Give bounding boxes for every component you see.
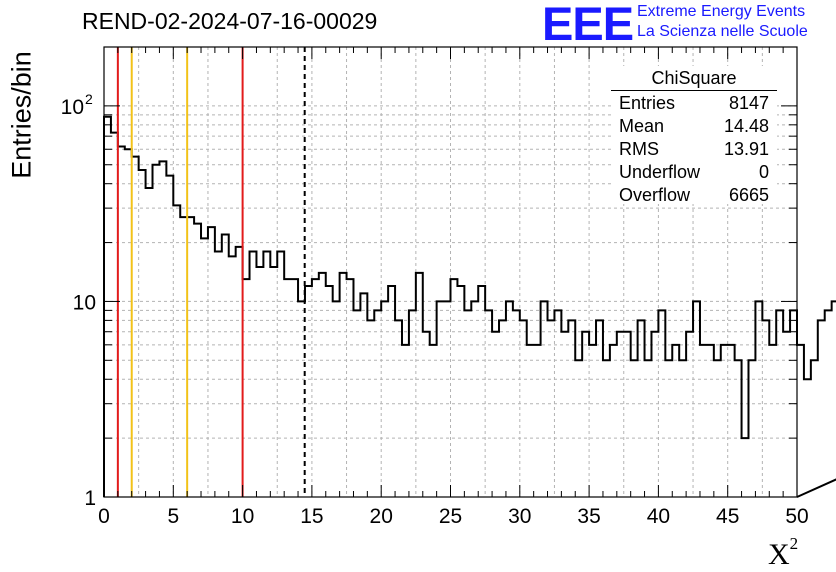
stats-value: 13.91	[723, 139, 769, 159]
stats-value: 0	[758, 162, 769, 182]
y-tick-label: 10	[73, 291, 96, 314]
x-tick-label: 20	[370, 505, 393, 528]
x-tick-label: 25	[439, 505, 462, 528]
stats-row-overflow: Overflow 6665	[619, 185, 769, 208]
x-tick-label: 40	[647, 505, 670, 528]
eee-logo: EEE	[542, 0, 634, 50]
x-tick-label: 15	[300, 505, 323, 528]
y-tick-label: 1	[84, 487, 96, 510]
x-tick-label: 0	[98, 505, 110, 528]
y-tick-label: 10	[61, 96, 84, 119]
stats-divider	[611, 90, 777, 91]
x-tick-label: 10	[231, 505, 254, 528]
chart-title: REND-02-2024-07-16-00029	[82, 8, 378, 34]
stats-label: Mean	[619, 116, 665, 136]
stats-label: Underflow	[619, 162, 701, 182]
histogram-series	[103, 115, 836, 498]
logo-line-2: La Scienza nelle Scuole	[637, 23, 808, 40]
logo-line-1: Extreme Energy Events	[637, 3, 806, 20]
stats-box: ChiSquare Entries 8147 Mean 14.48 RMS 13…	[611, 66, 777, 205]
stats-row-underflow: Underflow 0	[619, 162, 769, 185]
x-tick-label: 45	[716, 505, 739, 528]
x-tick-label: 5	[167, 505, 179, 528]
y-tick-label-exponent: 2	[85, 91, 93, 107]
stats-title: ChiSquare	[651, 68, 737, 88]
stats-label: Entries	[619, 93, 676, 113]
x-tick-label: 50	[785, 505, 808, 528]
stats-row-entries: Entries 8147	[619, 93, 769, 116]
stats-label: RMS	[619, 139, 659, 159]
stats-row-rms: RMS 13.91	[619, 139, 769, 162]
stats-value: 8147	[728, 93, 769, 113]
x-axis-label-superscript: 2	[789, 534, 799, 553]
x-axis-label-base: X	[768, 538, 790, 571]
x-tick-label: 35	[577, 505, 600, 528]
stats-row-mean: Mean 14.48	[619, 116, 769, 139]
stats-label: Overflow	[619, 185, 691, 205]
x-axis-label: X2	[768, 534, 798, 572]
stats-value: 6665	[728, 185, 769, 205]
stats-value: 14.48	[723, 116, 769, 136]
x-tick-label: 30	[508, 505, 531, 528]
